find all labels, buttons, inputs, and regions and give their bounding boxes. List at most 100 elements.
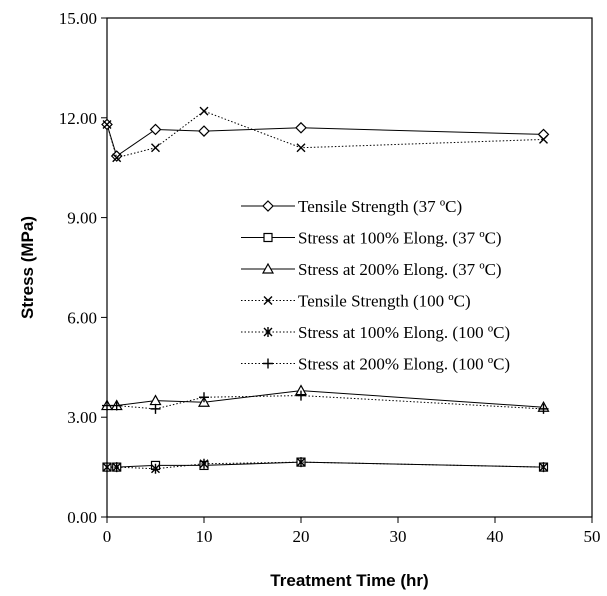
data-point-x (102, 119, 112, 129)
series-line (107, 390, 544, 408)
asterisk-marker (199, 458, 209, 469)
series-5 (102, 457, 548, 474)
series-2 (102, 457, 549, 472)
triangle-marker (261, 262, 275, 274)
data-point-x (539, 134, 548, 144)
plus-marker (111, 400, 122, 411)
series-6 (102, 390, 549, 414)
x-tick-label: 50 (584, 527, 601, 546)
x-marker (296, 143, 306, 153)
y-axis-title: Stress (MPa) (18, 216, 37, 319)
data-point-triangle (149, 394, 162, 406)
legend-item: Tensile Strength (100 ºC) (241, 292, 471, 311)
data-point-diamond (198, 125, 210, 137)
legend-item: Stress at 200% Elong. (37 ºC) (241, 260, 502, 279)
data-point-asterisk (263, 327, 273, 337)
plus-marker (263, 358, 273, 369)
legend-label: Tensile Strength (37 ºC) (298, 197, 462, 216)
data-point-x (199, 106, 209, 116)
asterisk-marker (263, 327, 273, 337)
data-point-diamond (262, 200, 274, 212)
data-point-diamond (537, 128, 550, 141)
data-point-asterisk (151, 463, 160, 474)
x-marker (263, 296, 273, 305)
data-point-asterisk (102, 462, 112, 473)
data-point-asterisk (539, 462, 548, 473)
plus-marker (150, 403, 161, 414)
series-3 (100, 384, 550, 412)
series-line (106, 110, 544, 159)
x-marker (539, 134, 548, 144)
diamond-marker (537, 128, 550, 141)
series-line (107, 461, 544, 470)
data-point-plus (111, 400, 122, 411)
x-axis-ticks: 0 10 20 30 40 50 (103, 517, 601, 546)
legend: Tensile Strength (37 ºC) Stress at 100% E… (241, 197, 510, 374)
plus-marker (296, 390, 306, 401)
legend-item: Stress at 100% Elong. (37 ºC) (241, 229, 502, 248)
data-point-plus (102, 400, 112, 411)
series-layer (100, 106, 550, 474)
x-marker (151, 143, 160, 153)
asterisk-marker (151, 463, 160, 474)
legend-label: Stress at 200% Elong. (37 ºC) (298, 260, 502, 279)
plot-border (106, 17, 593, 518)
y-tick-label: 9.00 (67, 209, 97, 228)
data-point-x (112, 153, 122, 163)
asterisk-marker (112, 462, 122, 473)
square-marker (263, 232, 273, 243)
y-tick-label: 12.00 (59, 109, 97, 128)
x-axis-title: Treatment Time (hr) (270, 571, 428, 590)
plus-marker (538, 403, 549, 414)
x-tick-label: 30 (390, 527, 407, 546)
y-tick-label: 0.00 (67, 508, 97, 527)
data-point-plus (296, 390, 306, 401)
y-tick-label: 15.00 (59, 9, 97, 28)
y-axis-ticks: 0.00 3.00 6.00 9.00 12.00 15.00 (59, 9, 107, 527)
series-line (106, 124, 544, 157)
legend-item: Stress at 100% Elong. (100 ºC) (241, 323, 510, 342)
asterisk-marker (296, 457, 306, 468)
data-point-x (151, 143, 160, 153)
data-point-x (296, 143, 306, 153)
data-point-plus (263, 358, 273, 369)
asterisk-marker (102, 462, 112, 473)
diamond-marker (262, 200, 274, 212)
data-point-asterisk (296, 457, 306, 468)
plot-frame (106, 17, 593, 518)
data-point-diamond (149, 123, 162, 136)
x-tick-label: 20 (293, 527, 310, 546)
plus-marker (102, 400, 112, 411)
diamond-marker (295, 121, 307, 134)
x-marker (112, 153, 122, 163)
series-1 (101, 118, 550, 162)
y-tick-label: 6.00 (67, 308, 97, 327)
legend-label: Tensile Strength (100 ºC) (298, 292, 471, 311)
plus-marker (199, 392, 209, 403)
triangle-marker (149, 394, 162, 406)
series-line (107, 461, 544, 468)
asterisk-marker (539, 462, 548, 473)
data-point-diamond (110, 150, 123, 162)
x-tick-label: 0 (103, 527, 112, 546)
x-tick-label: 10 (196, 527, 213, 546)
data-point-plus (150, 403, 161, 414)
legend-label: Stress at 100% Elong. (100 ºC) (298, 323, 510, 342)
x-tick-label: 40 (487, 527, 504, 546)
data-point-triangle (261, 262, 275, 274)
diamond-marker (149, 123, 162, 136)
legend-label: Stress at 100% Elong. (37 ºC) (298, 229, 502, 248)
data-point-asterisk (112, 462, 122, 473)
legend-item: Tensile Strength (37 ºC) (241, 197, 462, 216)
diamond-marker (198, 125, 210, 137)
diamond-marker (110, 150, 123, 162)
data-point-x (263, 296, 273, 305)
y-tick-label: 3.00 (67, 408, 97, 427)
legend-label: Stress at 200% Elong. (100 ºC) (298, 355, 510, 374)
data-point-square (263, 232, 273, 243)
x-marker (102, 119, 112, 129)
data-point-asterisk (199, 458, 209, 469)
x-marker (199, 106, 209, 116)
data-point-plus (199, 392, 209, 403)
